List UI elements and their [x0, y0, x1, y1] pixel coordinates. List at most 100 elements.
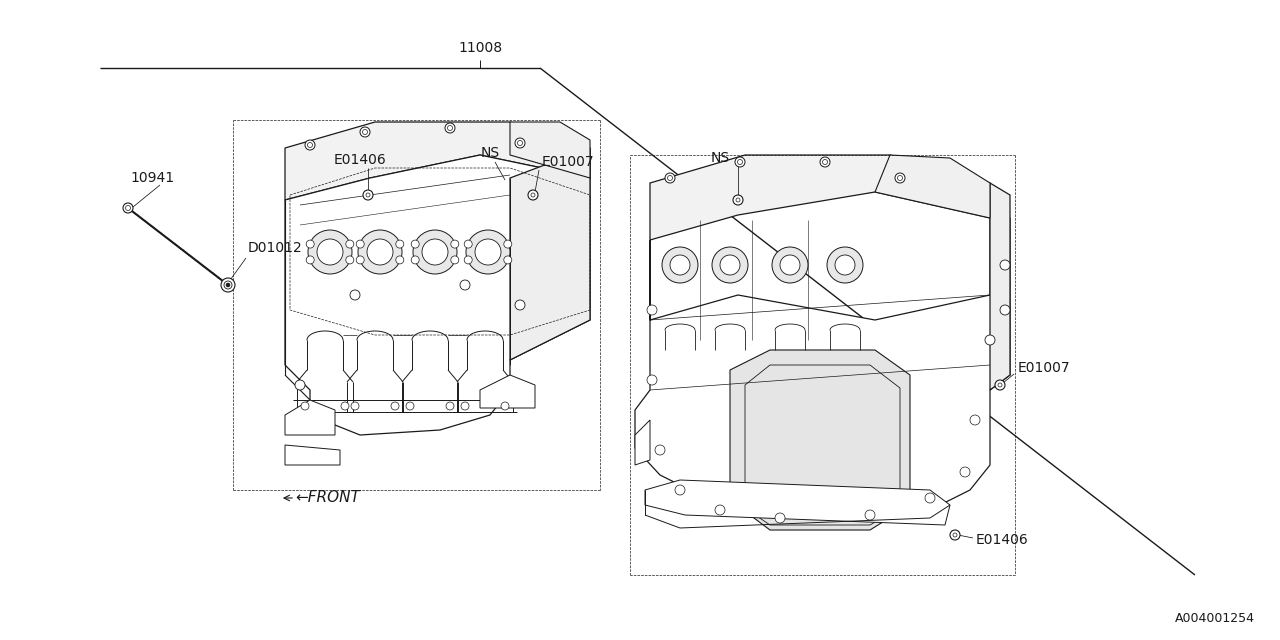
Circle shape [422, 239, 448, 265]
Polygon shape [285, 400, 335, 435]
Circle shape [317, 239, 343, 265]
Circle shape [970, 415, 980, 425]
Polygon shape [876, 155, 989, 218]
Circle shape [346, 240, 353, 248]
Circle shape [390, 402, 399, 410]
Circle shape [515, 300, 525, 310]
Circle shape [1000, 260, 1010, 270]
Circle shape [301, 402, 308, 410]
Polygon shape [645, 480, 950, 525]
Circle shape [360, 127, 370, 137]
Circle shape [227, 283, 230, 287]
Circle shape [835, 255, 855, 275]
Circle shape [356, 256, 365, 264]
Polygon shape [650, 155, 989, 240]
Polygon shape [730, 350, 910, 530]
Circle shape [340, 402, 349, 410]
Circle shape [998, 383, 1002, 387]
Text: E01406: E01406 [977, 533, 1029, 547]
Circle shape [1000, 305, 1010, 315]
Circle shape [445, 123, 454, 133]
Polygon shape [635, 420, 650, 465]
Text: 10941: 10941 [131, 171, 174, 185]
Circle shape [224, 281, 232, 289]
Circle shape [895, 173, 905, 183]
Circle shape [306, 240, 314, 248]
Circle shape [307, 143, 312, 147]
Circle shape [306, 256, 314, 264]
Text: E01007: E01007 [541, 155, 595, 169]
Circle shape [356, 240, 365, 248]
Circle shape [445, 402, 454, 410]
Polygon shape [635, 218, 1010, 520]
Circle shape [954, 533, 957, 537]
Circle shape [475, 239, 500, 265]
Circle shape [461, 402, 468, 410]
Circle shape [646, 305, 657, 315]
Circle shape [294, 380, 305, 390]
Circle shape [396, 256, 403, 264]
Circle shape [349, 290, 360, 300]
Circle shape [733, 195, 742, 205]
Circle shape [960, 467, 970, 477]
Circle shape [500, 402, 509, 410]
Polygon shape [989, 183, 1010, 390]
Circle shape [451, 240, 458, 248]
Circle shape [517, 141, 522, 145]
Circle shape [351, 402, 358, 410]
Polygon shape [285, 155, 590, 435]
Circle shape [358, 230, 402, 274]
Circle shape [367, 239, 393, 265]
Polygon shape [480, 375, 535, 408]
Text: NS: NS [480, 146, 499, 160]
Circle shape [465, 256, 472, 264]
Circle shape [411, 256, 420, 264]
Circle shape [531, 193, 535, 197]
Circle shape [504, 240, 512, 248]
Circle shape [466, 230, 509, 274]
Circle shape [986, 335, 995, 345]
Circle shape [406, 402, 413, 410]
Circle shape [448, 125, 453, 131]
Circle shape [995, 380, 1005, 390]
Circle shape [675, 485, 685, 495]
Text: E01406: E01406 [334, 153, 387, 167]
Polygon shape [285, 445, 340, 465]
Circle shape [897, 175, 902, 180]
Circle shape [780, 255, 800, 275]
Circle shape [308, 230, 352, 274]
Circle shape [721, 255, 740, 275]
Circle shape [823, 159, 827, 164]
Circle shape [669, 255, 690, 275]
Circle shape [125, 205, 131, 211]
Circle shape [465, 240, 472, 248]
Circle shape [772, 247, 808, 283]
Circle shape [123, 203, 133, 213]
Circle shape [460, 280, 470, 290]
Circle shape [346, 256, 353, 264]
Polygon shape [285, 122, 590, 200]
Circle shape [820, 157, 829, 167]
Circle shape [737, 159, 742, 164]
Circle shape [396, 240, 403, 248]
Circle shape [736, 198, 740, 202]
Circle shape [712, 247, 748, 283]
Text: 11008: 11008 [458, 41, 502, 55]
Circle shape [504, 256, 512, 264]
Circle shape [529, 190, 538, 200]
Circle shape [827, 247, 863, 283]
Text: D01012: D01012 [248, 241, 303, 255]
Circle shape [366, 193, 370, 197]
Circle shape [646, 375, 657, 385]
Polygon shape [509, 122, 590, 178]
Circle shape [735, 157, 745, 167]
Text: E01007: E01007 [1018, 361, 1070, 375]
Circle shape [925, 493, 934, 503]
Text: ←FRONT: ←FRONT [294, 490, 360, 506]
Circle shape [950, 530, 960, 540]
Circle shape [667, 175, 672, 180]
Circle shape [413, 230, 457, 274]
Circle shape [451, 256, 458, 264]
Circle shape [362, 129, 367, 134]
Circle shape [364, 190, 372, 200]
